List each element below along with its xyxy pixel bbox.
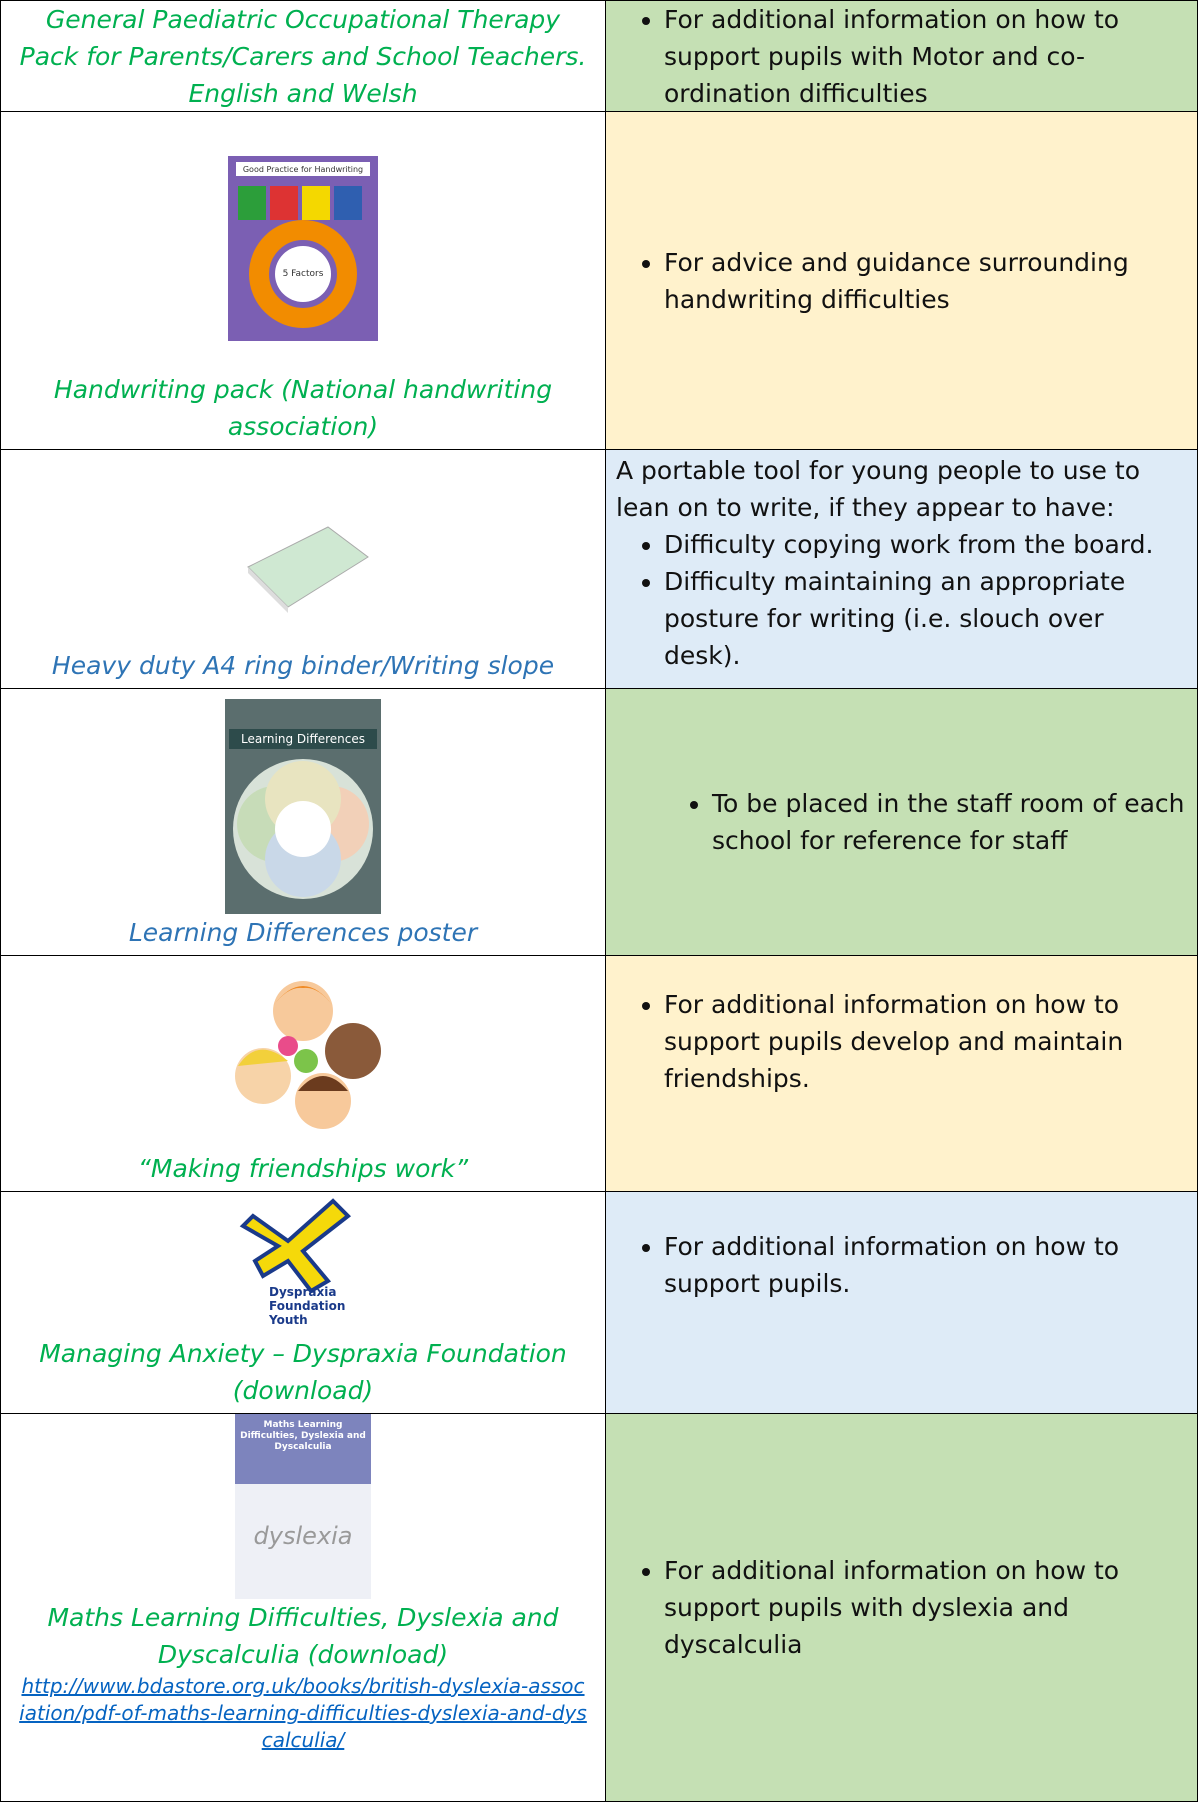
cell: For additional information on how to sup…	[606, 956, 1198, 1191]
cover-text: Good Practice for Handwriting	[243, 165, 363, 174]
intro: A portable tool for young people to use …	[616, 456, 1140, 522]
title: “Making friendships work”	[137, 1154, 469, 1183]
bullet: For additional information on how to sup…	[664, 1228, 1187, 1302]
cover-text: 5 Factors	[283, 269, 324, 279]
cell: Maths Learning Difficulties, Dyslexia an…	[0, 1414, 606, 1801]
bullet: For additional information on how to sup…	[664, 1, 1187, 112]
cell: Dyspraxia Foundation Youth Managing Anxi…	[0, 1192, 606, 1413]
title: Maths Learning Difficulties, Dyslexia an…	[47, 1603, 559, 1669]
cover-text: dyslexia	[254, 1522, 353, 1550]
bullet: Difficulty maintaining an appropriate po…	[664, 563, 1187, 674]
row: Learning Differences Learning Difference…	[0, 689, 1198, 956]
title: Handwriting pack (National handwriting a…	[53, 375, 553, 441]
link[interactable]: http://www.bdastore.org.uk/books/british…	[19, 1674, 587, 1752]
poster-text: Learning Differences	[241, 732, 365, 746]
handwriting-cover: Good Practice for Handwriting 5 Factors	[228, 156, 378, 341]
cover-text: Maths Learning Difficulties, Dyslexia an…	[240, 1420, 366, 1452]
cell: For additional information on how to sup…	[606, 1, 1198, 111]
cell: Heavy duty A4 ring binder/Writing slope	[0, 450, 606, 688]
bullet: Difficulty copying work from the board.	[664, 526, 1187, 563]
bullet: To be placed in the staff room of each s…	[712, 785, 1187, 859]
cell: “Making friendships work”	[0, 956, 606, 1191]
maths-book-cover: Maths Learning Difficulties, Dyslexia an…	[235, 1414, 371, 1599]
cell: For advice and guidance surrounding hand…	[606, 112, 1198, 449]
row: Dyspraxia Foundation Youth Managing Anxi…	[0, 1192, 1198, 1414]
cell: General Paediatric Occupational Therapy …	[0, 1, 606, 111]
cell: A portable tool for young people to use …	[606, 450, 1198, 688]
cell: To be placed in the staff room of each s…	[606, 689, 1198, 955]
logo-text: Dyspraxia	[269, 1285, 336, 1299]
title: Managing Anxiety – Dyspraxia Foundation …	[39, 1339, 567, 1405]
friendship-image	[235, 981, 381, 1129]
row: Maths Learning Difficulties, Dyslexia an…	[0, 1414, 1198, 1802]
bullet: For additional information on how to sup…	[664, 986, 1187, 1097]
cell: Learning Differences Learning Difference…	[0, 689, 606, 955]
title: Heavy duty A4 ring binder/Writing slope	[51, 651, 555, 680]
title: General Paediatric Occupational Therapy …	[19, 4, 587, 108]
dyspraxia-logo: Dyspraxia Foundation Youth	[239, 1198, 352, 1327]
row: General Paediatric Occupational Therapy …	[0, 1, 1198, 112]
row: Good Practice for Handwriting 5 Factors …	[0, 112, 1198, 450]
logo-text: Foundation	[269, 1299, 345, 1313]
writing-slope-image	[247, 526, 369, 613]
bullet: For additional information on how to sup…	[664, 1552, 1187, 1663]
cell: For additional information on how to sup…	[606, 1192, 1198, 1413]
logo-text: Youth	[268, 1313, 308, 1327]
poster-image: Learning Differences	[225, 699, 381, 914]
bullet: For advice and guidance surrounding hand…	[664, 244, 1187, 318]
cell: For additional information on how to sup…	[606, 1414, 1198, 1801]
cell: Good Practice for Handwriting 5 Factors …	[0, 112, 606, 449]
row: Heavy duty A4 ring binder/Writing slope …	[0, 450, 1198, 689]
row: “Making friendships work” For additional…	[0, 956, 1198, 1192]
title: Learning Differences poster	[128, 918, 478, 947]
